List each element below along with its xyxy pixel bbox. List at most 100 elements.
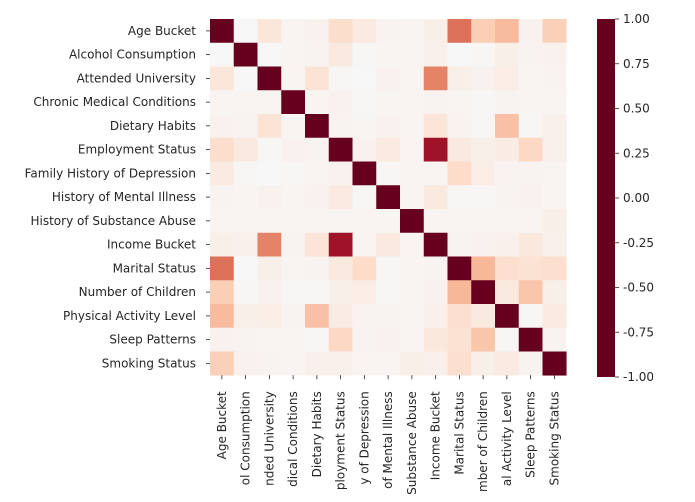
heatmap-cell [400,19,425,44]
y-tick-label: Physical Activity Level [63,309,196,323]
y-tick-labels: Age Bucket Alcohol Consumption Attended Un… [25,24,210,370]
colorbar-tick-label: -0.50 [623,281,654,295]
y-tick-label: Employment Status [78,143,196,157]
x-tick-label: nded University [262,391,276,486]
heatmap-cell [423,42,448,67]
heatmap-cell [423,19,448,44]
y-tick-label: Marital Status [113,261,196,275]
heatmap-cell [447,280,472,305]
heatmap-cell [518,304,543,329]
heatmap-cell [423,280,448,305]
heatmap-cell [471,304,496,329]
heatmap-cell [281,161,306,186]
x-tick-label: dical Conditions [286,391,300,487]
heatmap-cell [281,19,306,44]
heatmap-cell [400,232,425,257]
x-tick-label: al Activity Level [500,391,514,486]
heatmap-cell [352,42,377,67]
colorbar-tick-label: -1.00 [623,370,654,384]
heatmap-cell [352,114,377,139]
heatmap-cell [305,327,330,352]
x-tick-label: Sleep Patterns [524,391,538,478]
heatmap-cell [376,351,401,376]
heatmap-cell [257,114,282,139]
heatmap-cell [518,161,543,186]
heatmap-cell [471,90,496,115]
heatmap-cell [518,114,543,139]
heatmap-cell [400,304,425,329]
heatmap-cell [518,209,543,234]
heatmap-cell [281,90,306,115]
heatmap-cell [233,185,258,210]
heatmap-cell [210,327,235,352]
heatmap-cell [447,19,472,44]
heatmap-cell [210,137,235,162]
heatmap-cell [352,351,377,376]
heatmap-cell [210,256,235,281]
heatmap-cell [542,185,567,210]
heatmap-cell [352,66,377,91]
heatmap-cell [352,280,377,305]
heatmap-cell [257,327,282,352]
heatmap-cell [471,327,496,352]
x-tick-label: ployment Status [334,391,348,490]
heatmap-cell [400,42,425,67]
heatmap-cell [352,185,377,210]
heatmap-cell [281,232,306,257]
heatmap-cell [352,19,377,44]
colorbar-tick-label: 0.25 [623,146,650,160]
heatmap-cell [423,90,448,115]
heatmap-cell [542,209,567,234]
heatmap-cell [328,185,353,210]
x-tick-label: mber of Children [476,391,490,492]
heatmap-cell [376,114,401,139]
heatmap-cell [400,256,425,281]
heatmap-cell [471,19,496,44]
heatmap-cell [400,185,425,210]
heatmap-cell [352,232,377,257]
heatmap-cell [233,114,258,139]
heatmap-cell [210,351,235,376]
heatmap-cell [210,42,235,67]
heatmap-cell [281,209,306,234]
heatmap-cell [447,304,472,329]
colorbar-gradient [597,19,615,377]
y-tick-label: Alcohol Consumption [69,48,196,62]
heatmap-cell [328,232,353,257]
heatmap-cell [352,137,377,162]
heatmap-cell [423,161,448,186]
heatmap-cell [495,137,520,162]
heatmap-cell [542,161,567,186]
heatmap-cell [376,90,401,115]
heatmap-cell [257,161,282,186]
heatmap-cell [328,161,353,186]
heatmap-cell [233,280,258,305]
heatmap-cell [305,209,330,234]
heatmap-cell [305,66,330,91]
heatmap-cell [471,42,496,67]
heatmap-cell [233,19,258,44]
heatmap-cell [447,232,472,257]
heatmap-cell [257,19,282,44]
heatmap-cell [447,114,472,139]
heatmap-cell [210,304,235,329]
heatmap-cell [471,256,496,281]
heatmap-cell [352,90,377,115]
heatmap-cell [423,256,448,281]
heatmap-cell [447,42,472,67]
heatmap-cell [400,351,425,376]
heatmap-cell [210,209,235,234]
heatmap-cell [518,90,543,115]
heatmap-cell [542,19,567,44]
heatmap-cell [281,327,306,352]
heatmap-cell [281,66,306,91]
heatmap-cell [210,90,235,115]
heatmap-cell [328,66,353,91]
heatmap-cell [257,90,282,115]
heatmap-cell [305,351,330,376]
heatmap-cell [518,327,543,352]
heatmap-cell [210,232,235,257]
heatmap-cell [257,304,282,329]
heatmap-cell [233,137,258,162]
heatmap-cell [471,280,496,305]
